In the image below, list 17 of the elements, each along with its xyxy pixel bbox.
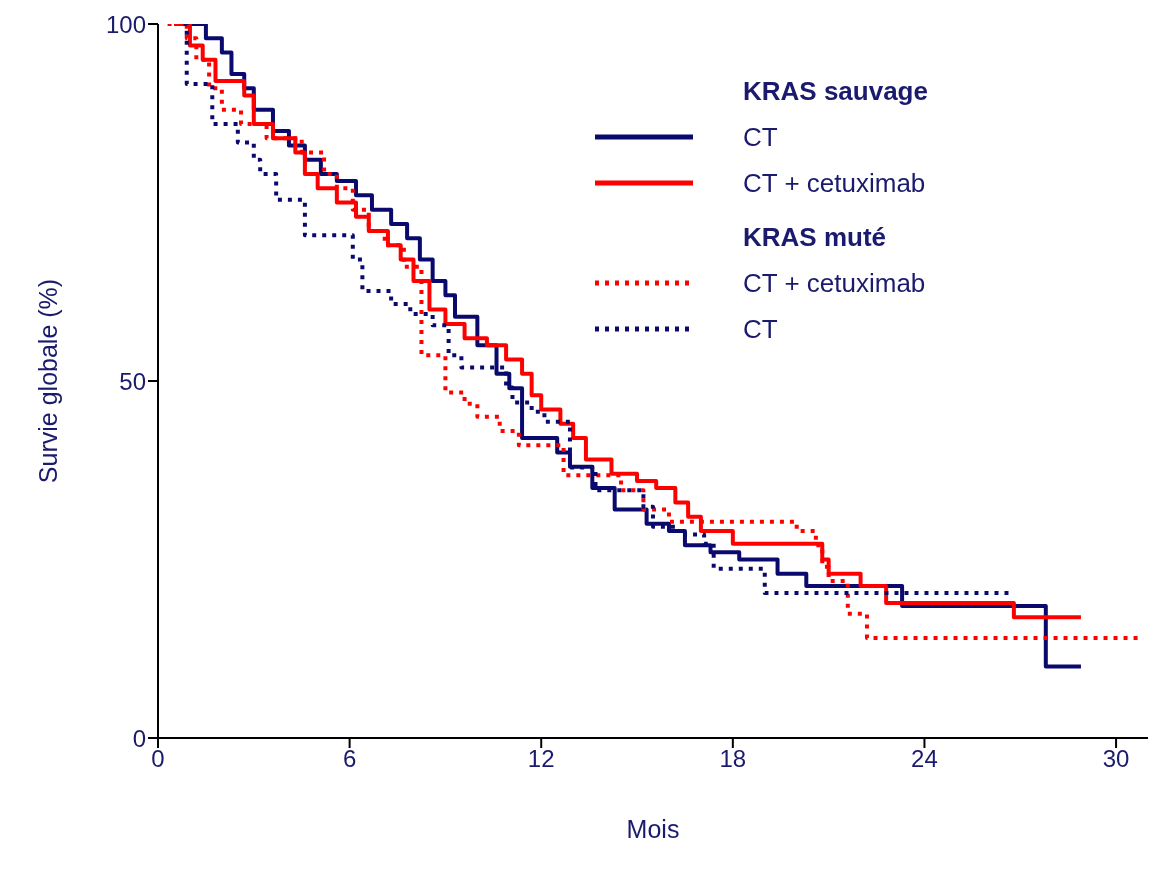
y-axis-title: Survie globale (%) [33, 278, 62, 484]
annotation: KRAS sauvage [743, 75, 928, 108]
x-tick-label: 0 [151, 745, 165, 773]
x-tick-label: 6 [342, 745, 357, 773]
legend-label: CT + cetuximab [743, 267, 926, 299]
y-tick-label: 50 [119, 367, 146, 395]
y-tick-label: 100 [105, 10, 146, 38]
legend-label: CT + cetuximab [743, 167, 926, 199]
x-tick-label: 24 [911, 745, 938, 773]
x-tick-label: 30 [1102, 745, 1130, 773]
x-axis-title: Mois [626, 815, 680, 843]
x-tick-label: 12 [527, 745, 555, 773]
legend-label: CT [743, 121, 778, 153]
y-tick-label: 0 [132, 724, 146, 752]
x-tick-label: 18 [719, 745, 747, 773]
legend-label: CT [743, 313, 778, 345]
annotation: KRAS muté [743, 221, 887, 254]
